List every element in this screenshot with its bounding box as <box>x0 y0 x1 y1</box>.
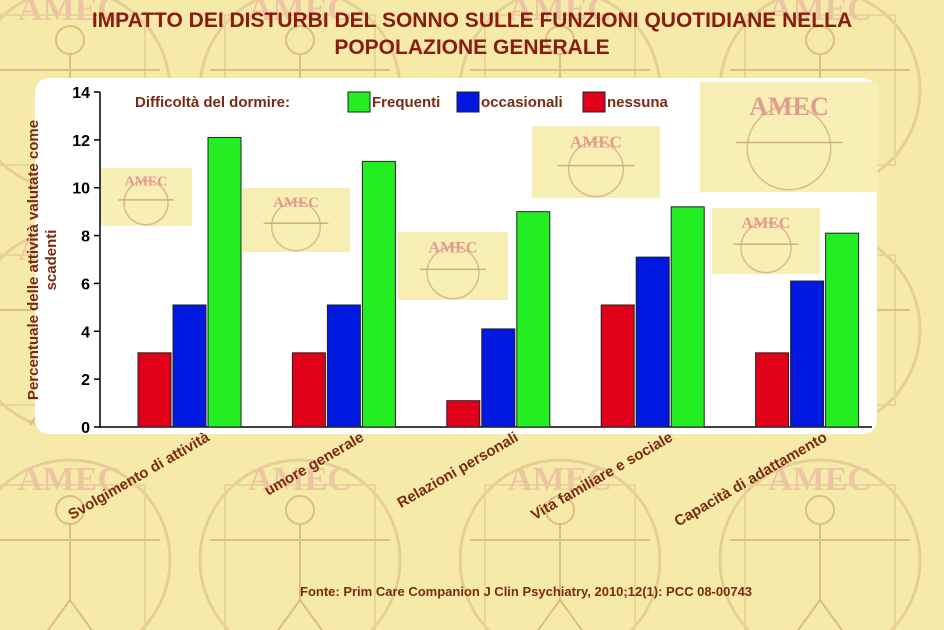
watermark-label: AMEC <box>742 215 791 232</box>
bar-frequenti-2 <box>361 160 396 428</box>
watermark-label: AMEC <box>273 195 319 211</box>
x-tick-label: umore generale <box>262 429 367 500</box>
legend-swatch-occasionali <box>456 91 480 113</box>
bar-nessuna-3 <box>446 400 481 428</box>
legend-title: Difficoltà del dormire: <box>135 94 290 111</box>
page-title-line2: POPOLAZIONE GENERALE <box>334 36 610 59</box>
page-title-line1: IMPATTO DEI DISTURBI DEL SONNO SULLE FUN… <box>91 9 853 32</box>
amec-logo-sticker: AMEC <box>700 82 878 192</box>
y-tick-label: 10 <box>72 181 90 198</box>
vitruvian-watermark-icon: AMEC <box>458 458 662 630</box>
x-tick-label: Capacità di adattamento <box>671 429 830 530</box>
bar-frequenti-3 <box>516 211 551 428</box>
vitruvian-watermark-icon: AMEC <box>198 458 402 630</box>
watermark-label: AMEC <box>248 0 352 28</box>
bar-occasionali-2 <box>326 304 361 428</box>
watermark-label: AMEC <box>125 174 168 189</box>
amec-logo-sticker: AMEC <box>532 126 660 198</box>
y-tick-label: 0 <box>81 420 90 437</box>
watermark-label: AMEC <box>429 239 478 256</box>
legend-label-nessuna: nessuna <box>607 94 669 111</box>
bar-nessuna-1 <box>137 352 172 428</box>
chart-legend: Difficoltà del dormire: Frequenti occasion… <box>135 91 669 113</box>
source-citation: Fonte: Prim Care Companion J Clin Psychi… <box>300 584 753 599</box>
amec-logo-sticker: AMEC <box>242 188 350 252</box>
bar-frequenti-4 <box>670 206 705 428</box>
x-tick-label: Vita familiare e sociale <box>528 429 676 524</box>
bar-occasionali-1 <box>172 304 207 428</box>
watermark-label: AMEC <box>18 0 122 28</box>
watermark-label: AMEC <box>508 461 612 498</box>
watermark-label: AMEC <box>570 133 622 152</box>
legend-label-frequenti: Frequenti <box>372 94 440 111</box>
watermark-label: AMEC <box>508 0 612 28</box>
y-tick-label: 8 <box>81 229 90 246</box>
watermark-label: AMEC <box>768 461 872 498</box>
legend-swatch-nessuna <box>582 91 606 113</box>
bar-nessuna-5 <box>755 352 790 428</box>
watermark-label: AMEC <box>248 461 352 498</box>
bar-occasionali-3 <box>481 328 516 428</box>
amec-logo-sticker: AMEC <box>712 208 820 274</box>
x-tick-label: Relazioni personali <box>394 429 521 512</box>
bar-frequenti-5 <box>825 232 860 428</box>
vitruvian-watermark-icon: AMEC <box>0 458 172 630</box>
bar-nessuna-2 <box>291 352 326 428</box>
vitruvian-watermark-icon: AMEC <box>718 458 922 630</box>
bar-occasionali-4 <box>635 256 670 428</box>
y-tick-label: 14 <box>72 85 90 102</box>
y-tick-label: 4 <box>81 324 90 341</box>
bar-occasionali-5 <box>790 280 825 428</box>
legend-swatch-frequenti <box>347 91 371 113</box>
y-axis-label: Percentuale delle attività valutate come… <box>25 120 60 400</box>
y-tick-label: 2 <box>81 372 90 389</box>
y-tick-label: 12 <box>72 133 90 150</box>
watermark-label: AMEC <box>768 0 872 28</box>
amec-logo-sticker: AMEC <box>100 168 192 226</box>
amec-logo-sticker: AMEC <box>398 232 508 300</box>
legend-label-occasionali: occasionali <box>481 94 563 111</box>
watermark-label: AMEC <box>749 92 828 121</box>
y-tick-label: 6 <box>81 276 90 293</box>
watermark-label: AMEC <box>18 461 122 498</box>
x-tick-label: Svolgimento di attività <box>65 428 213 523</box>
bar-nessuna-4 <box>600 304 635 428</box>
bar-frequenti-1 <box>207 136 242 428</box>
